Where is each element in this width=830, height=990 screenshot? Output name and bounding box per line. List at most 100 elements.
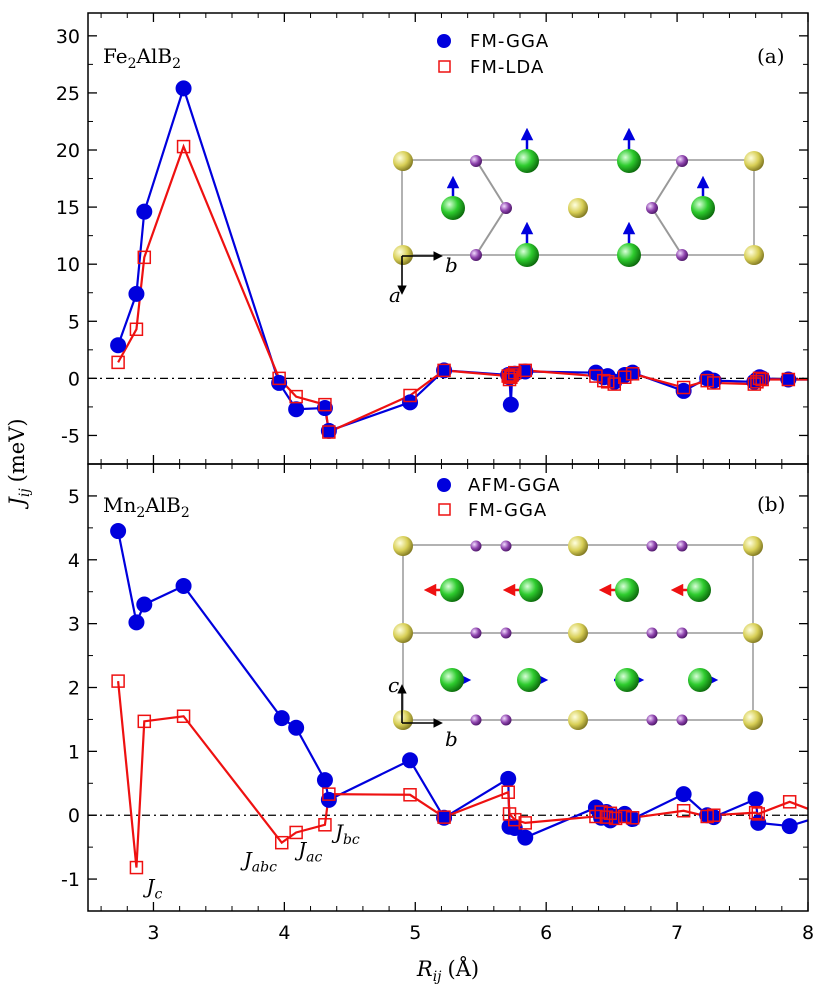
point-a-1-22	[676, 380, 691, 395]
legend-b-label-fm: FM-GGA	[468, 500, 547, 521]
point-b-1-12	[508, 812, 522, 827]
point-a-1-13	[505, 368, 519, 382]
frame-a	[87, 12, 809, 465]
point-b-1-24	[748, 805, 763, 820]
b-atoms-b	[470, 540, 688, 726]
point-a-0-0	[110, 337, 127, 354]
annotation-J-c: Jc	[142, 875, 162, 903]
y-title-base: J	[5, 496, 29, 510]
panel-b-plot	[88, 523, 809, 875]
ytick-label-a: 15	[56, 197, 80, 219]
legend-a-marker-lda	[438, 60, 451, 73]
point-b-0-4	[273, 710, 290, 727]
inset-b-axis-b: b	[445, 727, 458, 751]
point-a-0-7	[320, 422, 337, 439]
annotation-base: J	[240, 848, 253, 872]
series-line-b-1	[117, 681, 809, 868]
point-a-1-2	[137, 250, 152, 265]
point-b-0-1	[128, 614, 145, 631]
point-b-0-0	[110, 523, 127, 540]
point-b-0-2	[136, 596, 153, 613]
point-b-0-21	[675, 786, 692, 803]
xtick-label: 6	[540, 922, 552, 944]
point-a-1-26	[750, 375, 764, 389]
point-b-1-26	[782, 795, 797, 809]
ytick-label-b: 0	[68, 805, 80, 827]
inset-b-axis-c: c	[388, 673, 399, 697]
xtick-label: 4	[278, 922, 290, 944]
spin-up-arrows	[446, 127, 710, 244]
compound-sub: 2	[128, 56, 137, 72]
ytick-label-a: 10	[56, 254, 80, 276]
x-axis-title: Rij (Å)	[416, 956, 479, 985]
point-b-1-3	[176, 709, 191, 723]
point-a-1-28	[755, 372, 769, 387]
point-b-1-19	[617, 809, 632, 824]
point-b-0-9	[436, 809, 453, 826]
point-a-0-21	[624, 364, 641, 381]
point-b-0-10	[500, 770, 517, 787]
point-b-1-15	[594, 805, 608, 819]
series-line-a-1	[117, 143, 808, 434]
x-title-base: R	[416, 957, 433, 981]
point-b-1-16	[599, 810, 614, 824]
annotation-base: J	[331, 820, 344, 844]
point-b-1-7	[322, 787, 336, 801]
point-a-0-6	[316, 400, 333, 417]
point-a-1-1	[129, 322, 144, 337]
ytick-label-b: -1	[61, 869, 80, 891]
annotation-sub: abc	[252, 860, 277, 876]
point-b-1-21	[676, 803, 691, 818]
point-a-0-12	[502, 396, 519, 413]
y-title-unit: (meV)	[5, 418, 29, 482]
legend-a-marker-gga	[437, 34, 451, 48]
point-a-1-6	[318, 397, 332, 412]
point-a-1-12	[504, 370, 518, 384]
point-a-1-0	[111, 355, 125, 370]
al-atoms	[393, 151, 764, 265]
compound-sub: 2	[172, 56, 181, 72]
point-a-1-20	[617, 370, 632, 384]
point-a-0-29	[780, 371, 797, 388]
point-b-1-1	[129, 860, 144, 875]
point-b-1-8	[403, 788, 417, 802]
point-b-1-5	[289, 825, 303, 840]
point-b-1-2	[137, 714, 152, 729]
point-a-1-5	[289, 389, 303, 404]
point-b-1-14	[589, 809, 603, 824]
mn-atoms	[440, 578, 712, 692]
ytick-label-b: 3	[68, 614, 80, 636]
y-title-text: Jij (meV)	[5, 418, 33, 509]
point-b-1-20	[625, 811, 640, 825]
point-b-1-13	[518, 816, 532, 830]
point-a-1-4	[272, 371, 286, 386]
annotation-base: J	[294, 837, 307, 861]
point-a-1-17	[597, 373, 611, 388]
al-atoms-b	[393, 536, 763, 730]
x-title-sub: ij	[433, 969, 442, 985]
point-a-0-22	[675, 382, 692, 399]
x-title-unit: (Å)	[448, 956, 480, 981]
point-a-1-14	[508, 365, 522, 380]
point-a-1-21	[625, 367, 640, 381]
ytick-label-b: 1	[68, 741, 80, 763]
point-b-0-6	[316, 772, 333, 789]
y-title-sub: ij	[17, 488, 33, 497]
point-a-0-2	[136, 203, 153, 220]
xtick-label: 5	[409, 922, 421, 944]
point-a-1-7	[322, 425, 336, 439]
legend-b: AFM-GGA FM-GGA	[437, 475, 560, 521]
legend-a: FM-GGA FM-LDA	[437, 31, 548, 78]
fe2alb2-structure-inset: b a	[389, 127, 764, 307]
point-a-0-4	[271, 374, 288, 391]
xtick-label: 3	[147, 922, 159, 944]
ytick-label-b: 5	[68, 486, 80, 508]
annotation-sub: ac	[306, 849, 322, 865]
inset-a-axis-b: b	[445, 253, 458, 277]
x-title-text: Rij (Å)	[416, 956, 479, 985]
point-a-0-9	[436, 362, 453, 379]
point-b-0-13	[517, 829, 534, 846]
compound-sub: 2	[181, 505, 190, 521]
legend-b-marker-afm	[437, 478, 451, 492]
